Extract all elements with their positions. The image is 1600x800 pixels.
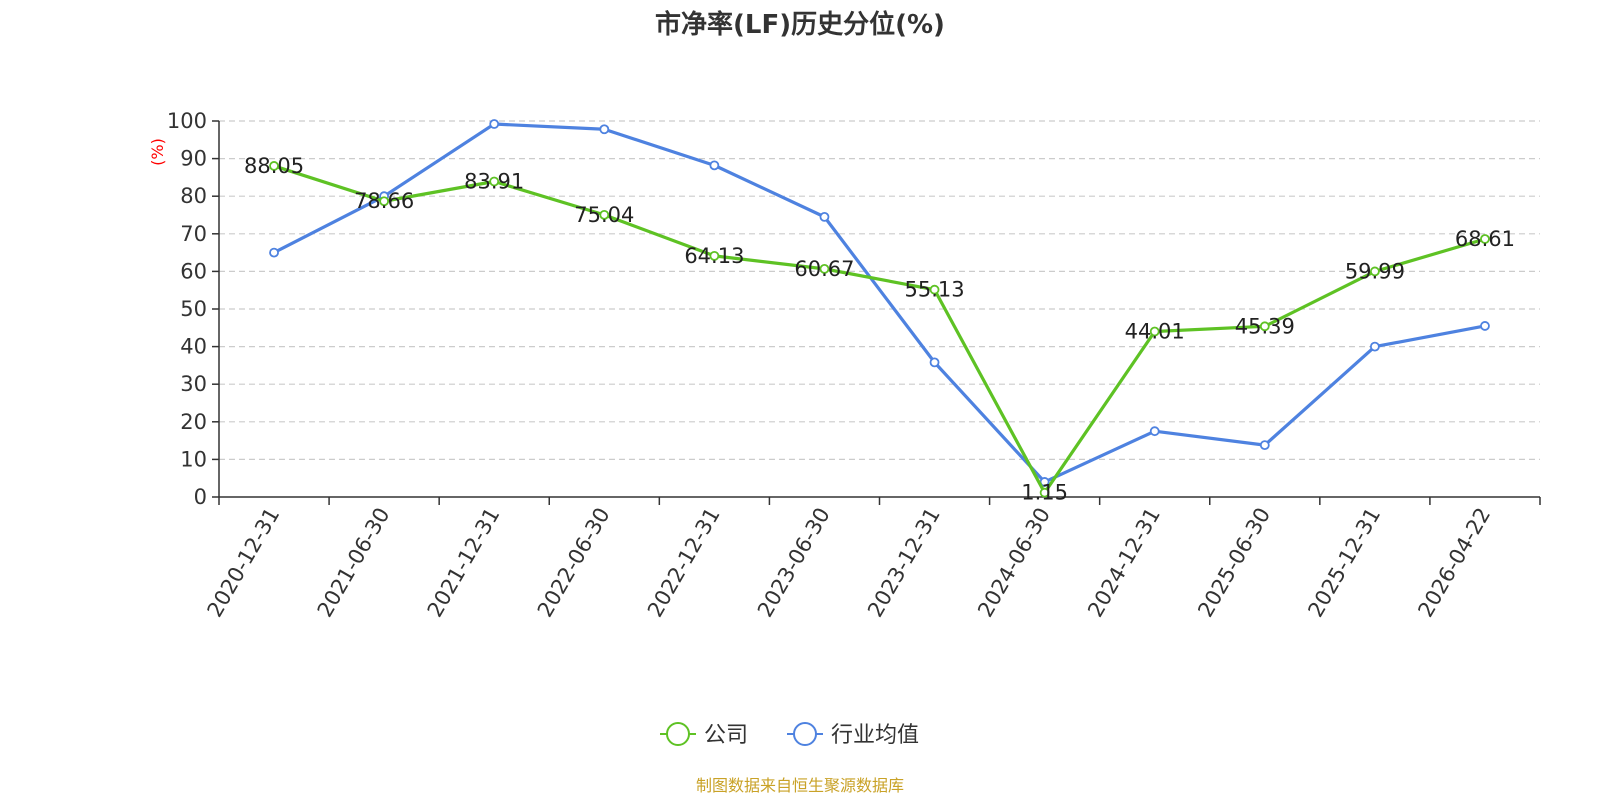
y-tick-label: 30 bbox=[180, 372, 207, 396]
data-point bbox=[1259, 321, 1270, 332]
x-tick-label: 2020-12-31 bbox=[203, 504, 285, 622]
series-line bbox=[273, 122, 1486, 484]
data-label: 64.13 bbox=[684, 244, 744, 268]
y-tick-label: 0 bbox=[194, 485, 207, 509]
y-tick-label: 10 bbox=[180, 447, 207, 471]
data-point bbox=[709, 160, 720, 171]
chart-title: 市净率(LF)历史分位(%) bbox=[655, 9, 945, 40]
x-tick-label: 2025-12-31 bbox=[1303, 504, 1385, 622]
y-tick-label: 50 bbox=[180, 297, 207, 321]
data-point bbox=[709, 250, 720, 261]
legend-label: 行业均值 bbox=[831, 723, 919, 748]
data-point bbox=[929, 357, 940, 368]
data-label: 60.67 bbox=[794, 257, 854, 281]
y-tick-label: 40 bbox=[180, 335, 207, 359]
data-point bbox=[599, 124, 610, 135]
y-tick-label: 60 bbox=[180, 259, 207, 283]
data-label: 44.01 bbox=[1125, 320, 1185, 344]
series-layer: 88.05 78.66 83.91 75.04 64.13 60.67 55.13 1.15 4… bbox=[244, 119, 1515, 505]
source-note: 制图数据来自恒生聚源数据库 bbox=[696, 776, 904, 795]
data-point bbox=[1480, 234, 1490, 244]
x-tick-label: 2022-12-31 bbox=[643, 504, 725, 622]
x-tick-label: 2023-06-30 bbox=[753, 504, 835, 622]
data-label: 45.39 bbox=[1235, 314, 1295, 338]
legend[interactable]: 公司 行业均值 bbox=[660, 722, 919, 748]
x-tick-label: 2021-06-30 bbox=[313, 504, 395, 622]
grid-lines bbox=[219, 120, 1540, 460]
data-label: 55.13 bbox=[904, 278, 964, 302]
data-point bbox=[1369, 341, 1380, 352]
data-point bbox=[379, 196, 390, 207]
data-label: 68.61 bbox=[1455, 227, 1515, 251]
data-label: 88.05 bbox=[244, 154, 304, 178]
data-label: 83.91 bbox=[464, 169, 524, 193]
data-point bbox=[1149, 326, 1160, 337]
x-tick-label: 2021-12-31 bbox=[423, 504, 505, 622]
data-point bbox=[819, 263, 830, 274]
legend-label: 公司 bbox=[704, 723, 748, 748]
legend-marker bbox=[666, 722, 690, 746]
x-tick-label: 2023-12-31 bbox=[863, 504, 945, 622]
x-tick-label: 2024-06-30 bbox=[973, 504, 1055, 622]
y-tick-label: 90 bbox=[180, 147, 207, 171]
data-point bbox=[269, 247, 279, 258]
y-tick-label: 80 bbox=[180, 184, 207, 208]
x-tick-label: 2022-06-30 bbox=[533, 504, 615, 622]
data-label: 75.04 bbox=[574, 203, 634, 227]
legend-item[interactable]: 行业均值 bbox=[787, 722, 919, 748]
data-point bbox=[819, 211, 830, 222]
x-axis: 2020-12-31 2021-06-30 2021-12-31 2022-06-30… bbox=[203, 496, 1541, 622]
data-point bbox=[929, 284, 940, 295]
x-tick-label: 2024-12-31 bbox=[1083, 504, 1165, 622]
data-point bbox=[489, 176, 500, 187]
y-tick-label: 20 bbox=[180, 410, 207, 434]
data-point bbox=[1480, 321, 1490, 331]
data-point bbox=[1039, 487, 1050, 498]
data-point bbox=[1149, 426, 1160, 437]
data-label: 78.66 bbox=[354, 189, 414, 213]
y-axis-label: (%) bbox=[148, 138, 167, 166]
series-line bbox=[273, 164, 1486, 495]
data-label: 1.15 bbox=[1021, 481, 1068, 505]
y-tick-label: 70 bbox=[180, 222, 207, 246]
legend-item[interactable]: 公司 bbox=[660, 722, 748, 748]
x-tick-label: 2026-04-22 bbox=[1413, 504, 1495, 622]
y-tick-label: 100 bbox=[167, 109, 207, 133]
data-point bbox=[489, 119, 500, 129]
x-tick-label: 2025-06-30 bbox=[1193, 504, 1275, 622]
data-point bbox=[269, 161, 279, 171]
data-point bbox=[1259, 440, 1270, 451]
data-label: 59.99 bbox=[1345, 259, 1405, 283]
data-point bbox=[1369, 266, 1380, 277]
legend-marker bbox=[793, 722, 817, 746]
y-axis: 0 10 20 30 40 50 60 70 80 90 100 bbox=[167, 109, 220, 509]
data-point bbox=[599, 209, 610, 220]
